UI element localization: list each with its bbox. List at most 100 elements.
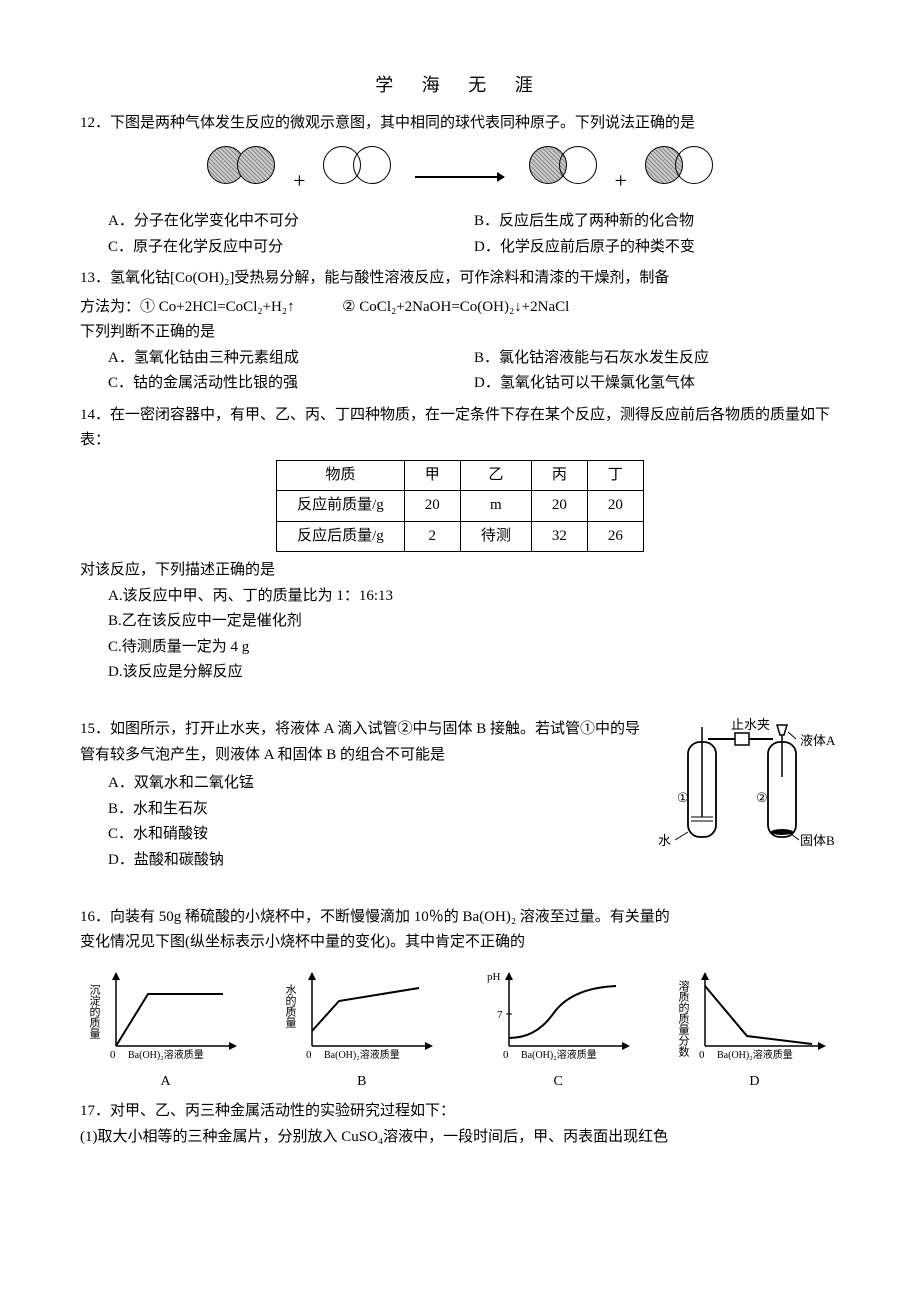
q17-line2: (1)取大小相等的三种金属片，分别放入 CuSO₄溶液中，一段时间后，甲、丙表面… (80, 1125, 840, 1151)
question-15: 15．如图所示，打开止水夹，将液体 A 滴入试管②中与固体 B 接触。若试管①中… (80, 717, 840, 873)
q14-table: 物质 甲 乙 丙 丁 反应前质量/g 20 m 20 20 反应后质量/g 2 … (276, 460, 644, 553)
cell: 反应前质量/g (277, 491, 405, 522)
svg-text:Ba(OH)₂溶液质量: Ba(OH)₂溶液质量 (128, 1048, 204, 1061)
q12-opt-b: B．反应后生成了两种新的化合物 (474, 209, 840, 235)
cell: 物质 (277, 460, 405, 491)
question-17: 17．对甲、乙、丙三种金属活动性的实验研究过程如下： (1)取大小相等的三种金属… (80, 1099, 840, 1150)
q13-line1: 13．氢氧化钴[Co(OH)₂]受热易分解，能与酸性溶液反应，可作涂料和清漆的干… (80, 266, 840, 292)
page-header: 学 海 无 涯 (80, 70, 840, 101)
svg-text:Ba(OH)₂溶液质量: Ba(OH)₂溶液质量 (521, 1048, 597, 1061)
cell: 反应后质量/g (277, 521, 405, 552)
svg-text:水: 水 (658, 833, 671, 848)
svg-text:液体A: 液体A (800, 733, 836, 748)
q14-options: A.该反应中甲、丙、丁的质量比为 1：16:13 B.乙在该反应中一定是催化剂 … (80, 584, 840, 686)
arrow-icon (415, 168, 505, 194)
q12-text: 12．下图是两种气体发生反应的微观示意图，其中相同的球代表同种原子。下列说法正确… (80, 111, 840, 137)
q14-opt-c: C.待测质量一定为 4 g (108, 635, 840, 661)
svg-text:Ba(OH)₂溶液质量: Ba(OH)₂溶液质量 (324, 1048, 400, 1061)
q13-equations: 方法为：① Co+2HCl=CoCl₂+H₂↑ ② CoCl₂+2NaOH=Co… (80, 295, 840, 321)
q13-eq2: ② CoCl₂+2NaOH=Co(OH)₂↓+2NaCl (342, 299, 569, 315)
reactant-2 (323, 146, 391, 184)
reactant-1 (207, 146, 275, 184)
question-14: 14．在一密闭容器中，有甲、乙、丙、丁四种物质，在一定条件下存在某个反应，测得反… (80, 403, 840, 686)
q13-opt-d: D．氢氧化钴可以干燥氯化氢气体 (474, 371, 840, 397)
q16-line1: 16．向装有 50g 稀硫酸的小烧杯中，不断慢慢滴加 10％的 Ba(OH)₂ … (80, 905, 840, 931)
chart-d: 溶质的质量分数 0 Ba(OH)₂溶液质量 D (677, 966, 832, 1093)
question-16: 16．向装有 50g 稀硫酸的小烧杯中，不断慢慢滴加 10％的 Ba(OH)₂ … (80, 905, 840, 1093)
question-13: 13．氢氧化钴[Co(OH)₂]受热易分解，能与酸性溶液反应，可作涂料和清漆的干… (80, 266, 840, 397)
plus-icon: + (615, 162, 627, 199)
q14-line1: 14．在一密闭容器中，有甲、乙、丙、丁四种物质，在一定条件下存在某个反应，测得反… (80, 403, 840, 454)
q13-opt-c: C．钴的金属活动性比银的强 (108, 371, 474, 397)
cell: 丁 (587, 460, 643, 491)
question-12: 12．下图是两种气体发生反应的微观示意图，其中相同的球代表同种原子。下列说法正确… (80, 111, 840, 261)
q15-options: A．双氧水和二氧化锰 B．水和生石灰 C．水和硝酸铵 D．盐酸和碳酸钠 (80, 771, 640, 873)
cell: 26 (587, 521, 643, 552)
q12-opt-c: C．原子在化学反应中可分 (108, 235, 474, 261)
q16-line2: 变化情况见下图(纵坐标表示小烧杯中量的变化)。其中肯定不正确的 (80, 930, 840, 956)
cell: 20 (531, 491, 587, 522)
atom-shaded (237, 146, 275, 184)
chart-c-letter: C (481, 1070, 636, 1094)
svg-text:7: 7 (497, 1009, 503, 1021)
svg-text:溶质的质量分数: 溶质的质量分数 (677, 979, 690, 1058)
q13-eq1: 方法为：① Co+2HCl=CoCl₂+H₂↑ (80, 299, 295, 315)
q12-opt-a: A．分子在化学变化中不可分 (108, 209, 474, 235)
cell: 甲 (404, 460, 460, 491)
q17-line1: 17．对甲、乙、丙三种金属活动性的实验研究过程如下： (80, 1099, 840, 1125)
q12-opt-d: D．化学反应前后原子的种类不变 (474, 235, 840, 261)
label-clamp: 止水夹 (731, 717, 770, 732)
svg-text:0: 0 (306, 1049, 312, 1061)
chart-a: 沉淀的质量 0 Ba(OH)₂溶液质量 A (88, 966, 243, 1093)
q16-charts: 沉淀的质量 0 Ba(OH)₂溶液质量 A 水的质量 0 Ba(OH)₂溶液质量… (80, 966, 840, 1093)
cell: 待测 (460, 521, 531, 552)
svg-text:pH: pH (487, 971, 501, 983)
table-row: 反应后质量/g 2 待测 32 26 (277, 521, 644, 552)
chart-b: 水的质量 0 Ba(OH)₂溶液质量 B (284, 966, 439, 1093)
chart-b-letter: B (284, 1070, 439, 1094)
q12-options: A．分子在化学变化中不可分 B．反应后生成了两种新的化合物 C．原子在化学反应中… (80, 209, 840, 260)
svg-text:②: ② (756, 790, 768, 805)
q12-diagram: + + (80, 146, 840, 199)
q14-opt-b: B.乙在该反应中一定是催化剂 (108, 609, 840, 635)
svg-text:0: 0 (503, 1049, 509, 1061)
svg-text:固体B: 固体B (800, 833, 835, 848)
q13-opt-a: A．氢氧化钴由三种元素组成 (108, 346, 474, 372)
q13-opt-b: B．氯化钴溶液能与石灰水发生反应 (474, 346, 840, 372)
q15-opt-b: B．水和生石灰 (108, 797, 640, 823)
chart-c: 7 pH 0 Ba(OH)₂溶液质量 C (481, 966, 636, 1093)
atom-plain (559, 146, 597, 184)
svg-text:0: 0 (110, 1049, 116, 1061)
cell: 乙 (460, 460, 531, 491)
cell: 20 (404, 491, 460, 522)
table-row: 物质 甲 乙 丙 丁 (277, 460, 644, 491)
cell: 20 (587, 491, 643, 522)
svg-text:0: 0 (699, 1049, 705, 1061)
svg-text:水的质量: 水的质量 (284, 984, 297, 1028)
q14-line2: 对该反应，下列描述正确的是 (80, 558, 840, 584)
q15-opt-d: D．盐酸和碳酸钠 (108, 848, 640, 874)
chart-d-letter: D (677, 1070, 832, 1094)
cell: 2 (404, 521, 460, 552)
cell: 丙 (531, 460, 587, 491)
svg-text:①: ① (677, 790, 689, 805)
cell: m (460, 491, 531, 522)
q15-line1: 15．如图所示，打开止水夹，将液体 A 滴入试管②中与固体 B 接触。若试管①中… (80, 717, 640, 768)
product-2 (645, 146, 713, 184)
q13-line3: 下列判断不正确的是 (80, 320, 840, 346)
q15-opt-c: C．水和硝酸铵 (108, 822, 640, 848)
q14-opt-a: A.该反应中甲、丙、丁的质量比为 1：16:13 (108, 584, 840, 610)
svg-text:Ba(OH)₂溶液质量: Ba(OH)₂溶液质量 (717, 1048, 793, 1061)
chart-a-letter: A (88, 1070, 243, 1094)
atom-plain (675, 146, 713, 184)
q15-opt-a: A．双氧水和二氧化锰 (108, 771, 640, 797)
q14-opt-d: D.该反应是分解反应 (108, 660, 840, 686)
cell: 32 (531, 521, 587, 552)
product-1 (529, 146, 597, 184)
svg-text:沉淀的质量: 沉淀的质量 (88, 984, 101, 1039)
table-row: 反应前质量/g 20 m 20 20 (277, 491, 644, 522)
q15-apparatus-figure: 止水夹 ① 水 ② 液体A 固体 (650, 717, 840, 864)
plus-icon: + (293, 162, 305, 199)
atom-plain (353, 146, 391, 184)
q13-options: A．氢氧化钴由三种元素组成 B．氯化钴溶液能与石灰水发生反应 C．钴的金属活动性… (80, 346, 840, 397)
